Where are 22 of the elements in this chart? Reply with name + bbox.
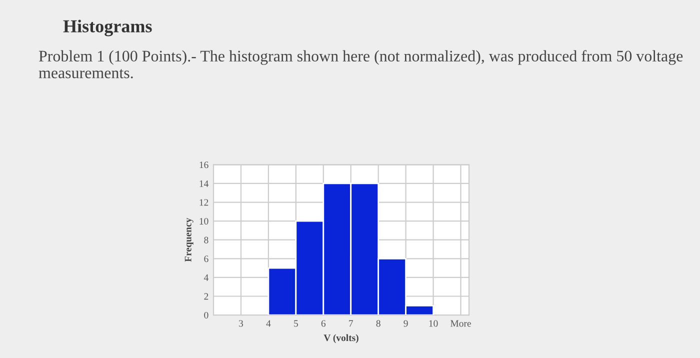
y-tick-label: 4 [204,274,208,281]
y-tick-label: 6 [204,256,208,262]
y-tick-label: 8 [204,236,208,244]
x-tick-label: 7 [349,320,354,327]
chart-subtitle: Problem 1 (100 Points).- The histogram shown here (not normalized), was produced from 50 voltage measurements. [38,50,683,78]
x-tick-label: 3 [239,320,244,327]
x-tick-label: 10 [429,320,438,327]
y-tick-label: 2 [204,293,208,300]
x-tick-label: 6 [321,320,326,327]
chart-title: Histograms [63,20,152,36]
x-tick-label: 5 [294,320,298,327]
y-tick-label: 16 [200,162,208,168]
y-tick-label: 10 [200,218,208,225]
x-axis-title: V (volts) [324,334,358,344]
x-tick-label: 8 [376,320,380,327]
y-tick-label: 14 [200,180,208,187]
y-tick-label: 12 [200,199,208,206]
x-tick-label: 4 [266,320,271,327]
y-axis-title: Frequency [184,218,194,262]
x-tick-label: 9 [404,320,408,327]
x-tick-label: More [450,320,471,327]
y-tick-label: 0 [204,312,208,319]
